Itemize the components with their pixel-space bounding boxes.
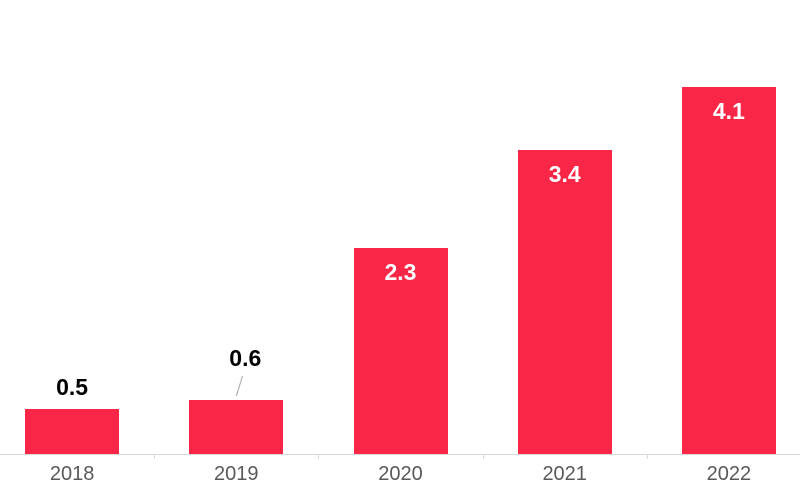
x-axis-tick — [482, 455, 484, 459]
bar-2022 — [681, 87, 776, 454]
x-tick-label-2018: 2018 — [49, 463, 95, 485]
x-tick-label-2020: 2020 — [378, 463, 423, 485]
leader-line-2019 — [235, 375, 243, 397]
bar-2018 — [25, 409, 120, 454]
x-axis-tick — [318, 455, 320, 459]
bar-2021 — [517, 150, 612, 454]
x-tick-label-2021: 2021 — [542, 463, 587, 485]
value-label-2018: 0.5 — [56, 374, 89, 400]
value-label-2020: 2.3 — [384, 259, 417, 285]
x-tick-label-2022: 2022 — [706, 463, 752, 485]
x-axis-line — [0, 454, 800, 455]
value-label-2022: 4.1 — [712, 98, 745, 124]
x-axis-tick — [646, 455, 648, 459]
value-label-2019: 0.6 — [229, 345, 262, 371]
x-tick-label-2019: 2019 — [214, 463, 259, 485]
bar-2019 — [189, 400, 284, 454]
value-label-2021: 3.4 — [548, 161, 581, 187]
bar-2020 — [353, 248, 448, 454]
x-axis-tick — [154, 455, 156, 459]
